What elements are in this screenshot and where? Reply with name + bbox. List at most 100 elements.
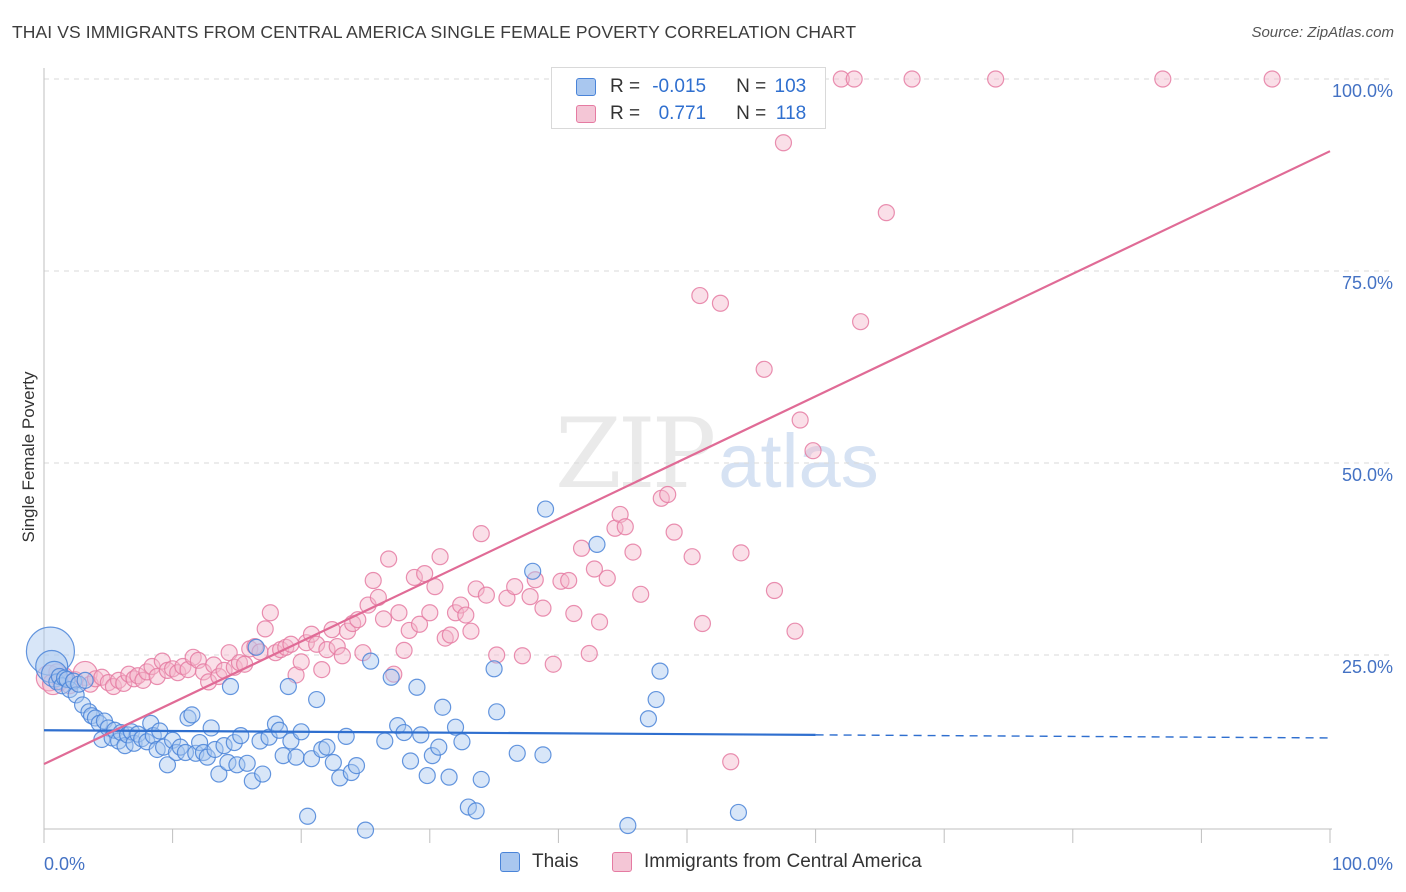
central-america-point [421,604,439,622]
thais-point [202,719,220,737]
x-tick-label-min: 0.0% [44,854,85,874]
central-america-point [1263,70,1281,88]
central-america-point [786,622,804,640]
central-america-point [462,622,480,640]
central-america-point [405,568,423,587]
central-america-point [261,604,279,622]
central-america-point [184,648,202,666]
central-america-point [1154,70,1172,88]
central-america-point [380,550,398,568]
thais-point [430,738,448,756]
thais-point [238,754,256,772]
central-america-point [477,586,495,604]
central-america-point [832,70,850,88]
trend-layer [43,150,1331,766]
central-america-point [194,663,213,681]
legend-row-thais: R = -0.015 N = 103 [576,75,806,99]
thais-point [225,733,243,752]
y-tick-label: 50.0% [1342,465,1393,485]
central-america-point [256,620,274,638]
central-america-point [691,286,709,305]
thais-point [729,803,748,822]
thais-point [215,737,233,755]
central-america-point [436,629,454,647]
thais-point [651,662,669,680]
central-america-point [722,753,740,771]
central-america-point [115,674,133,693]
x-tick-label-max: 100.0% [1332,854,1393,874]
central-america-point [590,613,609,631]
central-america-point [506,578,524,596]
label-layer: 0.0% 100.0% Single Female Poverty 25.0% 5… [19,81,1393,874]
central-america-point [472,525,490,543]
central-america-point [134,671,152,689]
thais-point [619,816,637,835]
legend-marker-thais [500,852,520,872]
central-america-point [732,544,750,562]
central-america-point [565,604,583,623]
central-america-point [400,621,418,640]
central-america-point [457,606,475,624]
central-america-point [452,596,470,614]
thais-point [232,727,250,745]
thais-point [472,770,490,789]
central-america-point [632,585,650,603]
central-america-point [129,667,147,685]
central-america-point [903,70,921,88]
central-america-point [665,523,683,541]
legend-marker-central-america [612,852,632,872]
legend-n-label: N = [736,103,767,124]
legend-item-central-america-label: Immigrants from Central America [644,851,922,872]
central-america-point [431,548,449,566]
central-america-point [585,560,604,578]
thais-point [376,732,394,750]
legend-item-thais[interactable]: Thais [500,851,578,873]
central-america-point [616,518,634,536]
chart-title: THAI VS IMMIGRANTS FROM CENTRAL AMERICA … [12,22,857,42]
legend-swatch-thais [576,78,596,96]
thais-point [251,732,269,750]
central-america-point [467,580,485,598]
thais-point [440,768,458,786]
central-america-point [804,442,822,460]
legend-n-value-central-america: 118 [775,103,807,124]
central-america-point [236,655,254,673]
central-america-point [693,614,712,633]
thais-point [356,821,375,839]
central-america-point [987,70,1005,88]
central-america-point [624,543,642,561]
central-america-point [313,660,331,679]
legend-r-label: R = [610,76,641,97]
legend-item-thais-label: Thais [532,851,579,872]
thais-point [347,756,366,775]
central-america-point [572,539,591,557]
chart-source: Source: ZipAtlas.com [1251,24,1394,41]
thais-point [418,766,436,785]
thais-point [210,765,228,783]
thais-point [274,747,292,765]
legend-item-central-america[interactable]: Immigrants from Central America [612,851,922,873]
central-america-point [544,655,562,673]
series-central-america-points [35,70,1281,771]
central-america-point [513,647,531,665]
thais-point [639,710,658,728]
central-america-point [333,647,351,665]
legend-r-value-thais: -0.015 [652,76,707,97]
series-legend: Thais Immigrants from Central America [0,851,1406,877]
legend-n-label: N = [736,76,767,97]
central-america-point [148,667,166,686]
thais-point [534,746,552,764]
thais-point [467,802,485,820]
thais-point [243,772,261,790]
watermark-atlas: atlas [718,419,879,504]
thais-point [389,717,407,735]
thais-point [647,690,665,709]
thais-point [324,753,342,772]
central-america-trend-line [43,150,1331,766]
central-america-point [364,571,382,590]
thais-trend-line-extrapolated [815,734,1331,739]
thais-point [308,690,326,709]
central-america-point [774,134,793,152]
thais-point [247,638,265,656]
